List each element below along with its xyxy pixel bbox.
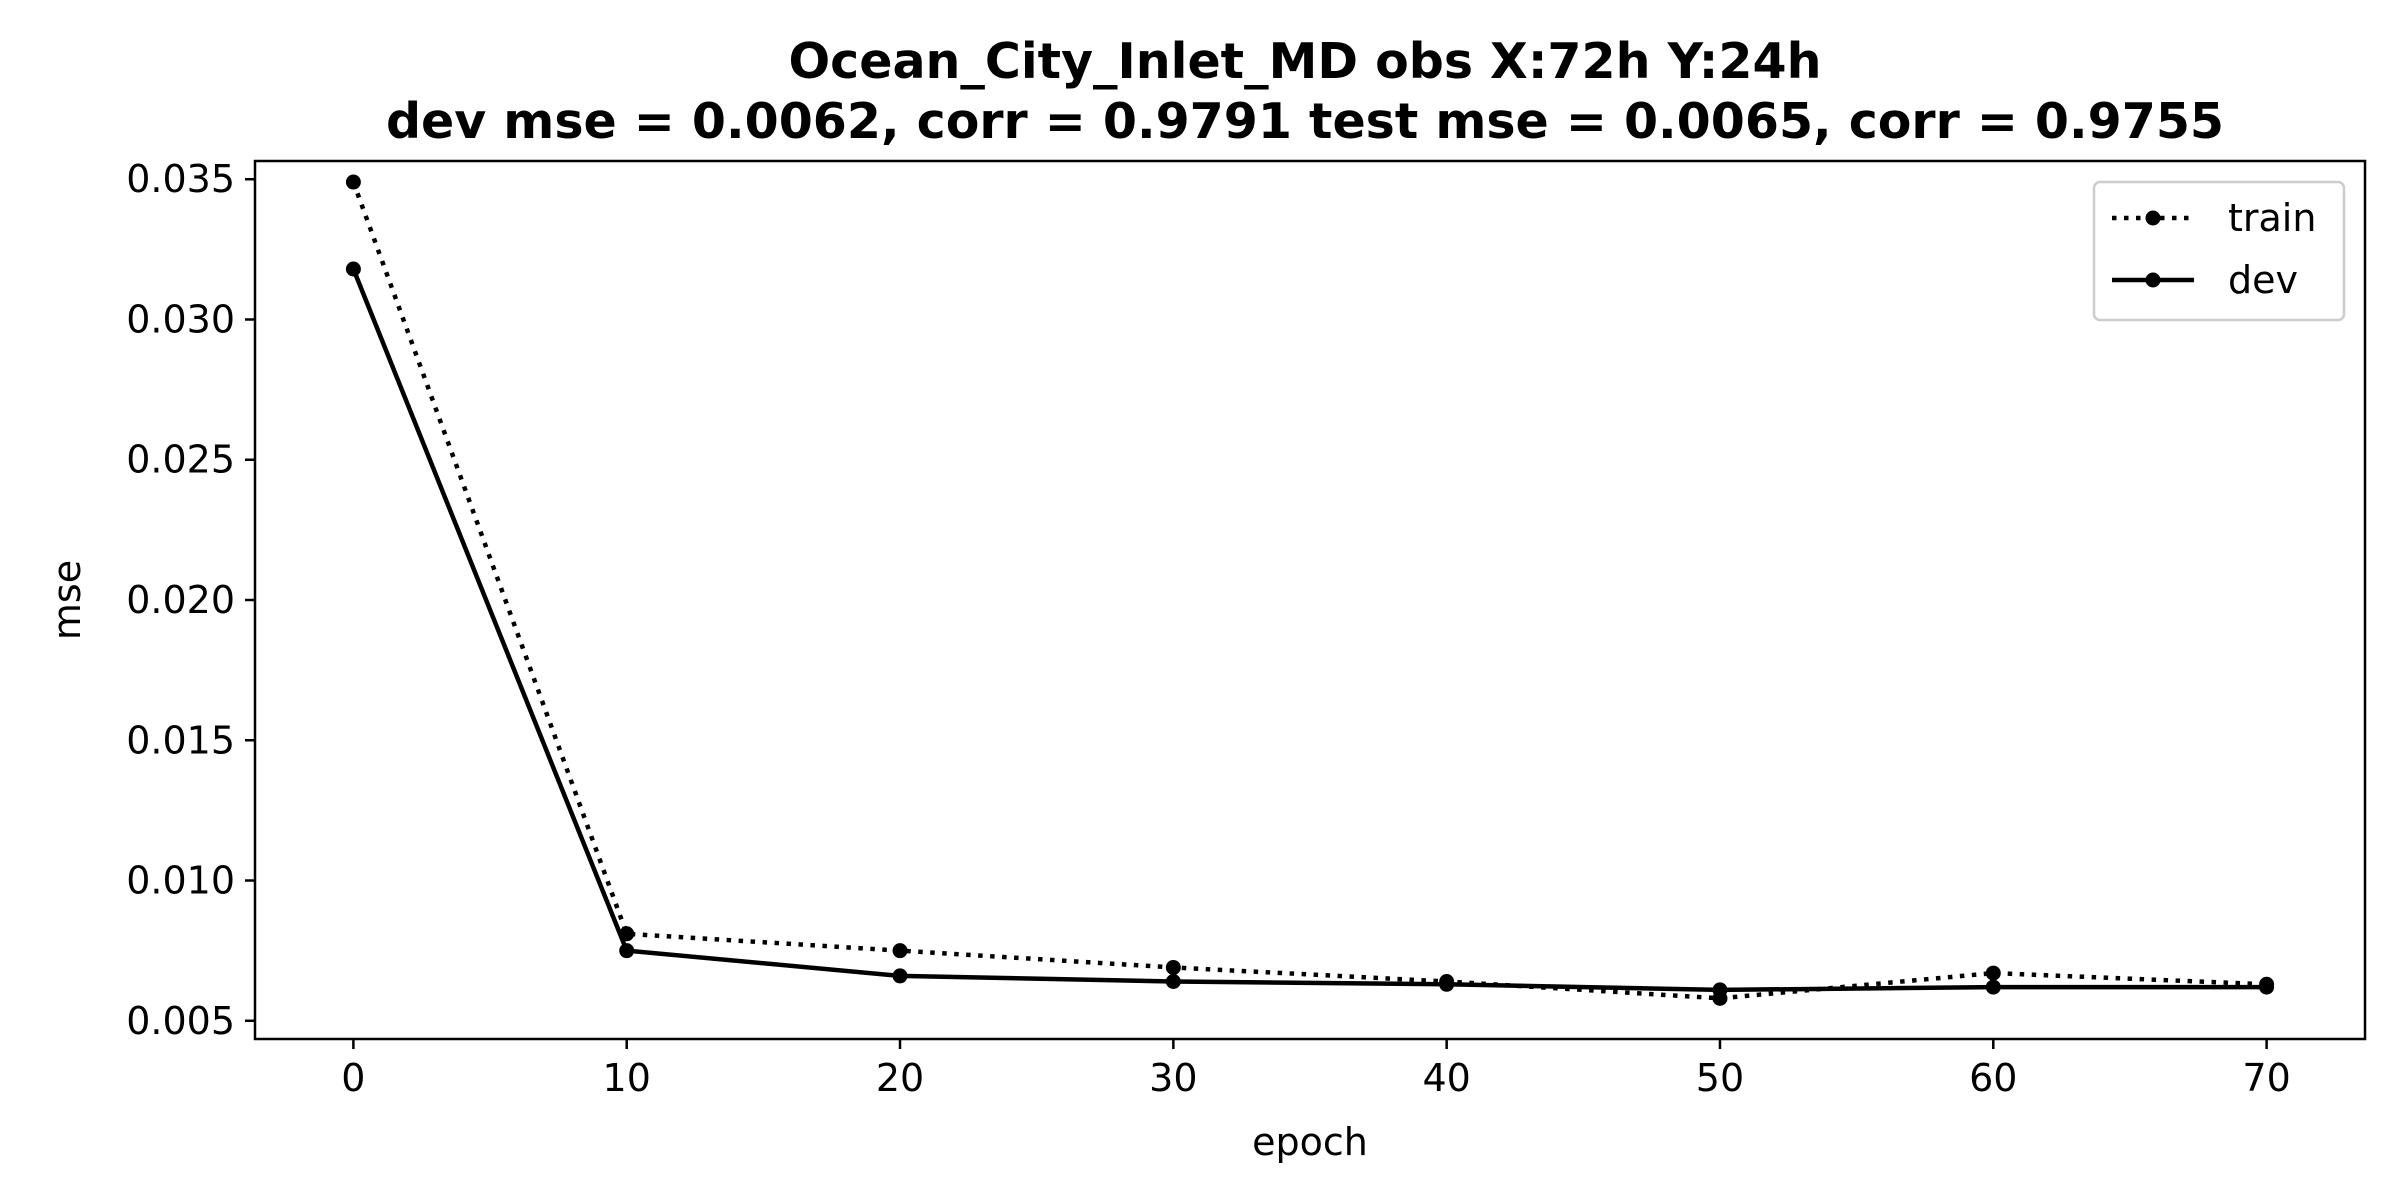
x-tick-label: 70 (2242, 1056, 2290, 1100)
data-point-train (892, 943, 908, 959)
x-tick-label: 50 (1696, 1056, 1744, 1100)
y-tick-label: 0.005 (126, 999, 235, 1043)
data-point-dev (892, 968, 908, 984)
legend-entry-train: train (2112, 196, 2316, 240)
chart-title: Ocean_City_Inlet_MD obs X:72h Y:24h (789, 33, 1822, 90)
legend: train dev (2092, 180, 2346, 322)
data-point-dev (1985, 979, 2001, 995)
data-point-dev (2259, 979, 2275, 995)
data-point-dev (345, 261, 361, 277)
x-axis-ticks: 0 10 20 30 40 50 60 70 (341, 1039, 2291, 1100)
legend-train-label: train (2228, 196, 2316, 240)
data-point-dev (1165, 973, 1181, 989)
legend-train-marker (2145, 210, 2161, 226)
x-tick-label: 30 (1149, 1056, 1197, 1100)
series-line-dev (351, 268, 2267, 993)
y-tick-label: 0.025 (126, 438, 235, 482)
y-tick-label: 0.035 (126, 157, 235, 201)
data-point-train (345, 174, 361, 190)
data-point-dev (619, 943, 635, 959)
legend-entry-dev: dev (2112, 258, 2298, 302)
x-tick-label: 20 (876, 1056, 924, 1100)
x-tick-label: 40 (1422, 1056, 1470, 1100)
y-tick-label: 0.015 (126, 718, 235, 762)
data-point-dev (1712, 982, 1728, 998)
chart-subtitle: dev mse = 0.0062, corr = 0.9791 test mse… (386, 93, 2224, 150)
y-tick-label: 0.030 (126, 297, 235, 341)
y-tick-label: 0.020 (126, 578, 235, 622)
legend-dev-label: dev (2228, 258, 2298, 302)
x-axis-label: epoch (1252, 1120, 1368, 1164)
y-axis-label: mse (45, 560, 89, 640)
data-point-dev (1439, 976, 1455, 992)
series-dev (345, 261, 2275, 998)
y-axis-ticks: 0.005 0.010 0.015 0.020 0.025 0.030 0.035 (126, 157, 255, 1043)
plot-area-frame (253, 159, 2367, 1041)
y-tick-label: 0.010 (126, 859, 235, 903)
x-tick-label: 10 (603, 1056, 651, 1100)
legend-dev-marker (2145, 272, 2161, 288)
data-point-train (1165, 959, 1181, 975)
x-tick-label: 0 (341, 1056, 365, 1100)
data-point-train (1985, 965, 2001, 981)
x-tick-label: 60 (1969, 1056, 2017, 1100)
series-layer (345, 174, 2275, 1006)
